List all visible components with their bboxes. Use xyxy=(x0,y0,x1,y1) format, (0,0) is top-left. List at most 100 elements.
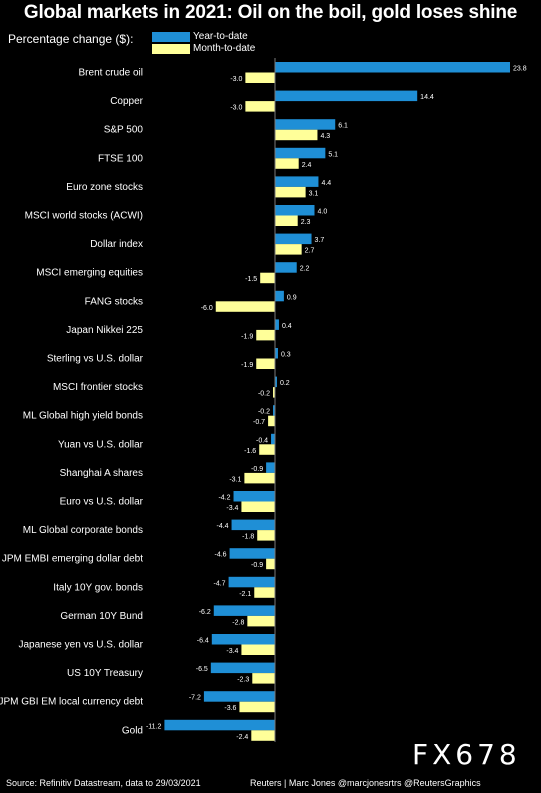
mtd-value-label: -2.4 xyxy=(236,734,248,741)
mtd-value-label: -0.7 xyxy=(253,419,265,426)
ytd-bar xyxy=(275,262,297,273)
ytd-bar xyxy=(233,491,275,502)
category-label: Yuan vs U.S. dollar xyxy=(58,439,144,450)
category-label: US 10Y Treasury xyxy=(67,668,143,679)
ytd-value-label: -4.7 xyxy=(214,580,226,587)
mtd-bar xyxy=(251,730,275,741)
category-label: MSCI world stocks (ACWI) xyxy=(25,211,143,222)
ytd-value-label: -4.4 xyxy=(216,523,228,530)
ytd-bar xyxy=(273,405,275,416)
ytd-value-label: 0.3 xyxy=(281,352,291,359)
mtd-bar xyxy=(268,415,275,427)
mtd-value-label: -1.9 xyxy=(241,333,253,340)
ytd-bar xyxy=(210,662,275,674)
mtd-bar xyxy=(260,272,275,284)
category-label: ML Global high yield bonds xyxy=(23,411,143,422)
mtd-value-label: -2.8 xyxy=(232,619,244,626)
ytd-value-label: 14.4 xyxy=(420,94,434,101)
ytd-bar xyxy=(203,691,275,702)
mtd-value-label: -1.8 xyxy=(242,534,254,541)
mtd-value-label: 4.3 xyxy=(320,133,330,140)
category-label: MSCI emerging equities xyxy=(36,268,143,279)
category-label: Copper xyxy=(110,96,143,107)
ytd-bar xyxy=(275,176,319,187)
mtd-value-label: -3.4 xyxy=(226,648,238,655)
ytd-bar xyxy=(275,62,510,73)
mtd-value-label: 3.1 xyxy=(309,190,319,197)
category-label: Euro zone stocks xyxy=(66,182,143,193)
ytd-bar xyxy=(231,519,275,531)
ytd-value-label: 4.4 xyxy=(321,180,331,187)
mtd-bar xyxy=(247,615,275,627)
category-label: Dollar index xyxy=(90,239,143,250)
legend-swatch-mtd xyxy=(152,44,190,54)
ytd-value-label: -7.2 xyxy=(189,695,201,702)
category-label: S&P 500 xyxy=(104,125,144,136)
ytd-bar xyxy=(211,634,275,645)
ytd-bar xyxy=(275,205,315,216)
ytd-bar xyxy=(275,233,312,245)
mtd-bar xyxy=(275,158,299,169)
mtd-value-label: -3.0 xyxy=(230,76,242,83)
ytd-value-label: 0.2 xyxy=(280,380,290,387)
mtd-value-label: -1.5 xyxy=(245,276,257,283)
mtd-value-label: -1.9 xyxy=(241,362,253,369)
category-label: Japanese yen vs U.S. dollar xyxy=(18,640,143,651)
category-label: Shanghai A shares xyxy=(60,468,143,479)
mtd-bar xyxy=(239,701,275,713)
mtd-value-label: -0.9 xyxy=(251,562,263,569)
category-label: Japan Nikkei 225 xyxy=(66,325,143,336)
ytd-value-label: -6.4 xyxy=(197,638,209,645)
ytd-value-label: 2.2 xyxy=(300,266,310,273)
legend-heading: Percentage change ($): xyxy=(8,32,134,46)
ytd-value-label: -4.6 xyxy=(215,552,227,559)
mtd-value-label: -3.1 xyxy=(229,476,241,483)
mtd-bar xyxy=(245,101,275,112)
ytd-bar xyxy=(213,605,275,616)
mtd-bar xyxy=(257,530,275,541)
category-label: Brent crude oil xyxy=(79,68,143,79)
legend-label-ytd: Year-to-date xyxy=(193,31,248,42)
mtd-bar xyxy=(273,387,275,398)
mtd-bar xyxy=(241,501,275,512)
mtd-bar xyxy=(259,444,275,455)
mtd-bar xyxy=(275,244,302,255)
ytd-value-label: -4.2 xyxy=(218,495,230,502)
ytd-bar xyxy=(275,290,284,302)
category-label: Gold xyxy=(122,725,143,736)
category-label: JPM EMBI emerging dollar debt xyxy=(2,554,143,565)
category-label: FTSE 100 xyxy=(98,153,143,164)
ytd-bar xyxy=(275,319,279,330)
mtd-value-label: -6.0 xyxy=(201,305,213,312)
mtd-bar xyxy=(254,587,275,598)
ytd-bar xyxy=(275,90,418,102)
category-label: Italy 10Y gov. bonds xyxy=(53,582,143,593)
mtd-value-label: 2.4 xyxy=(302,162,312,169)
ytd-value-label: 4.0 xyxy=(317,209,327,216)
mtd-value-label: 2.3 xyxy=(301,219,311,226)
mtd-bar xyxy=(241,644,275,655)
legend-label-mtd: Month-to-date xyxy=(193,43,256,54)
ytd-bar xyxy=(275,119,336,130)
mtd-value-label: -1.6 xyxy=(244,448,256,455)
ytd-value-label: 23.8 xyxy=(513,66,527,73)
ytd-bar xyxy=(164,719,275,731)
mtd-bar xyxy=(275,129,318,141)
ytd-value-label: -6.5 xyxy=(196,666,208,673)
ytd-value-label: 3.7 xyxy=(315,237,325,244)
mtd-bar xyxy=(256,358,275,369)
mtd-bar xyxy=(275,186,306,198)
ytd-value-label: 0.4 xyxy=(282,323,292,330)
category-label: ML Global corporate bonds xyxy=(23,525,143,536)
ytd-bar xyxy=(275,376,277,388)
category-label: JPM GBI EM local currency debt xyxy=(0,697,143,708)
ytd-bar xyxy=(271,433,275,445)
mtd-value-label: -2.1 xyxy=(239,591,251,598)
ytd-value-label: -0.2 xyxy=(258,409,270,416)
ytd-value-label: -0.4 xyxy=(256,437,268,444)
ytd-bar xyxy=(275,147,326,159)
ytd-value-label: 6.1 xyxy=(338,123,348,130)
ytd-value-label: 0.9 xyxy=(287,294,297,301)
mtd-value-label: 2.7 xyxy=(305,248,315,255)
